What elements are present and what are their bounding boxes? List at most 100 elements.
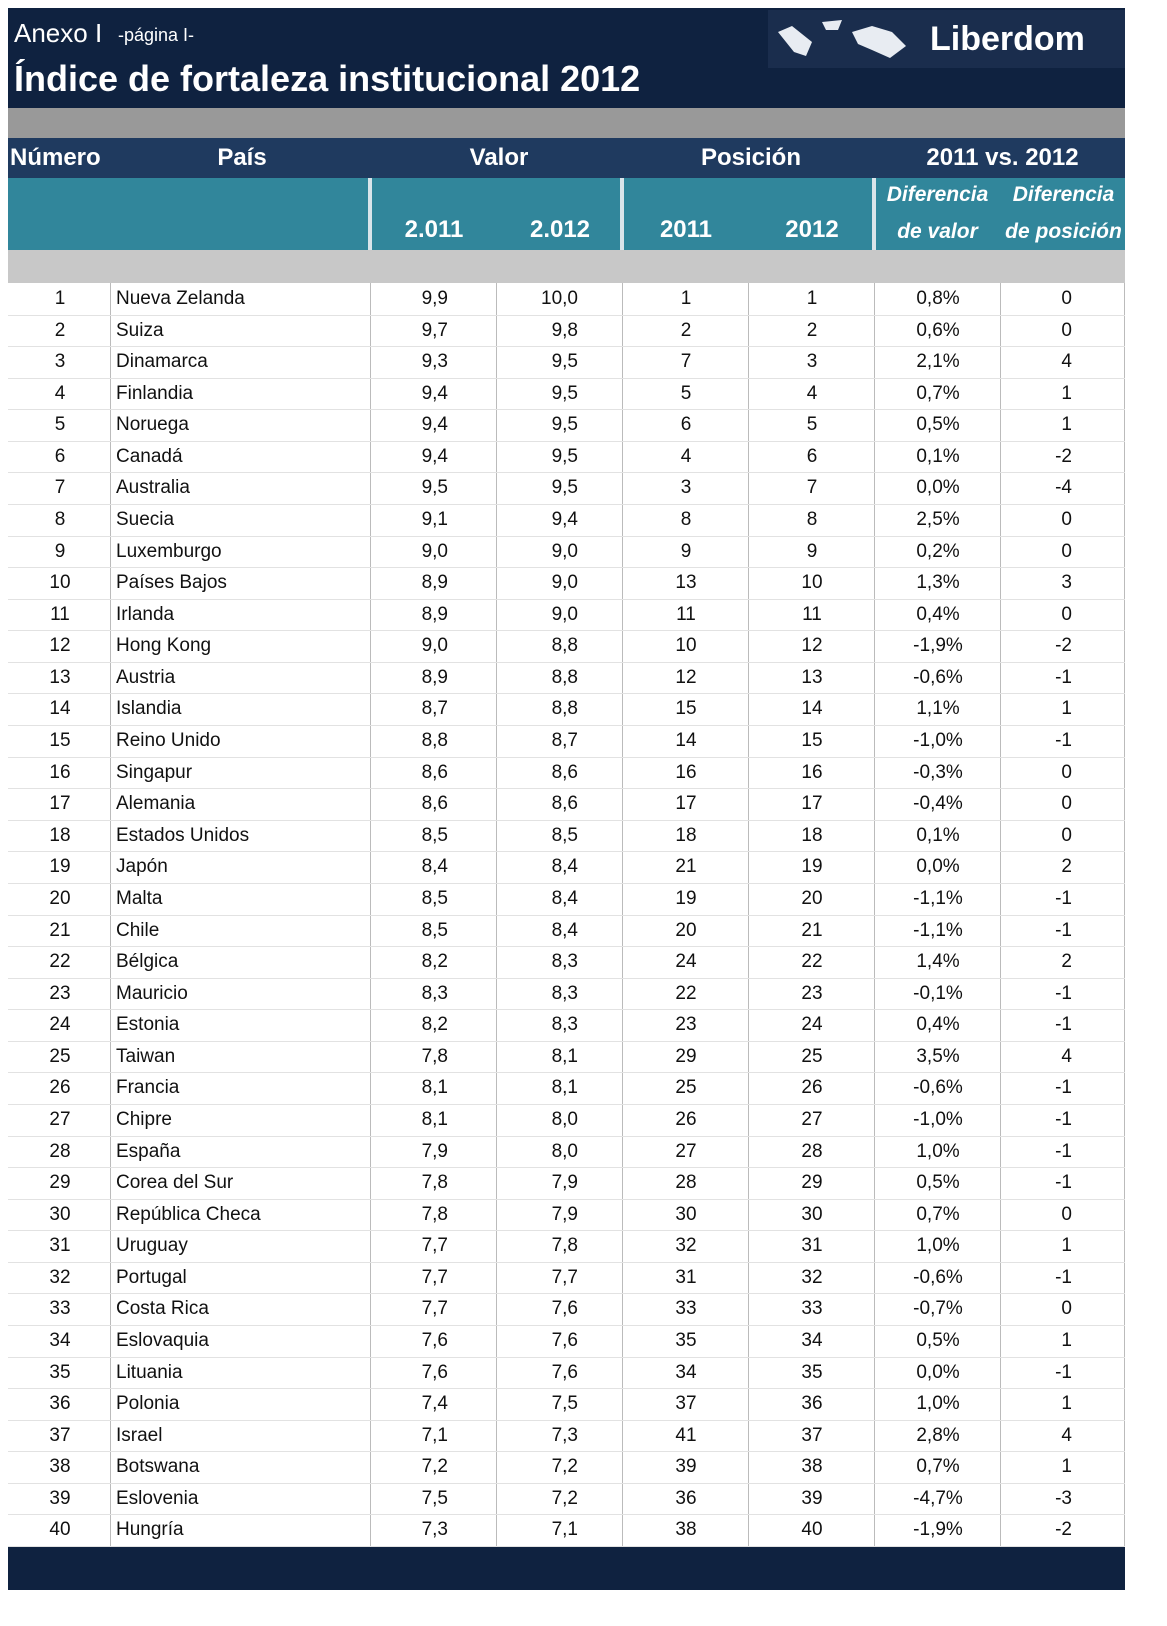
table-cell: 8,4 [551,856,578,878]
row-line [8,1293,1125,1295]
table-cell: 9 [54,540,66,562]
page-label: -página I- [118,25,195,45]
table-cell: 15 [801,730,823,752]
table-cell: 7,9 [551,1172,578,1194]
row-line [8,535,1125,537]
table-cell: 9 [806,540,818,562]
row-line [8,1167,1125,1169]
table-cell: 1 [680,288,692,309]
table-cell: 0 [1061,540,1072,562]
table-cell: 23 [49,982,71,1004]
table-cell: 29 [675,1045,697,1067]
row-line [8,1482,1125,1484]
table-cell: 7,7 [421,1235,448,1257]
table-cell: -1 [1055,1108,1072,1130]
table-cell: Nueva Zelanda [116,288,245,309]
table-cell: 8,0 [551,1140,578,1162]
table-cell: 21 [801,919,823,941]
table-cell: 8,1 [551,1077,578,1099]
table-cell: 0,7% [916,382,960,404]
table-cell: 14 [675,730,697,752]
table-cell: 0,0% [916,856,960,878]
table-cell: -1,9% [913,1519,963,1541]
diff-header: de posición [1005,220,1122,243]
table-cell: 37 [801,1424,823,1446]
table-cell: 25 [675,1077,697,1099]
group-header: País [217,144,267,171]
table-cell: 8,1 [551,1045,578,1067]
table-cell: 4 [1061,1045,1072,1067]
table-cell: 35 [49,1361,71,1383]
table-cell: 1 [1061,1456,1072,1478]
table-cell: 28 [801,1140,823,1162]
table-cell: 6 [680,414,692,436]
diff-header: Diferencia [886,183,989,206]
table-cell: Austria [116,666,176,688]
table-cell: 2 [1061,856,1072,878]
table-cell: 8,7 [551,730,578,752]
sub-header: 2.011 [404,216,464,243]
table-cell: Corea del Sur [116,1172,234,1194]
table-cell: 0 [1061,793,1072,815]
logo-box [768,10,1125,68]
group-header: Número [10,144,101,171]
table-cell: -0,3% [913,761,963,783]
table-cell: 9,5 [551,382,578,404]
row-line [8,1356,1125,1358]
table-cell: 1,0% [916,1140,960,1162]
table-cell: 28 [675,1172,697,1194]
table-cell: 8,1 [421,1077,448,1099]
table-cell: 31 [675,1266,697,1288]
table-cell: 13 [675,572,697,594]
table-cell: -0,6% [913,1077,963,1099]
table-cell: 2 [680,319,692,341]
table-cell: -1 [1055,730,1072,752]
table-cell: 3 [680,477,692,499]
table-cell: 26 [801,1077,823,1099]
row-line [8,1388,1125,1390]
table-cell: -1 [1055,1266,1072,1288]
table-cell: 8,2 [421,1014,448,1036]
table-cell: -1,9% [913,635,963,657]
table-cell: 7 [806,477,818,499]
table-cell: 7,8 [551,1235,578,1257]
table-cell: 8,6 [421,793,448,815]
table-cell: 8,5 [421,824,448,846]
table-cell: 19 [675,887,697,909]
table-cell: 1,1% [916,698,960,720]
row-line [8,1324,1125,1326]
annex: Anexo I [14,18,103,48]
table-cell: 9,3 [421,351,448,373]
table-cell: 0 [1061,761,1072,783]
table-cell: 0,0% [916,1361,960,1383]
table-cell: 19 [801,856,823,878]
table-cell: 21 [49,919,71,941]
table-cell: -1,0% [913,1108,963,1130]
table-cell: 20 [675,919,697,941]
row-line [8,725,1125,727]
row-line [8,1072,1125,1074]
separator [872,178,876,250]
table-cell: 34 [675,1361,697,1383]
table-cell: 9,0 [421,635,448,657]
table-cell: 0,5% [916,414,960,436]
table-cell: Estados Unidos [116,824,250,846]
table-cell: -2 [1055,635,1072,657]
row-line [8,1419,1125,1421]
table-cell: Uruguay [116,1235,188,1257]
table-cell: 13 [801,666,823,688]
table-cell: 9,0 [551,540,578,562]
table-cell: -4 [1055,477,1072,499]
table-cell: 39 [675,1456,697,1478]
table-cell: Eslovaquia [116,1329,209,1351]
table-cell: 7,6 [421,1361,448,1383]
table-cell: 8,5 [421,887,448,909]
row-line [8,851,1125,853]
table-cell: 35 [675,1329,697,1351]
table-cell: 36 [801,1393,823,1415]
table-cell: 8,8 [551,666,578,688]
table-cell: 30 [801,1203,823,1225]
table-cell: 18 [49,824,71,846]
row-line [8,1103,1125,1105]
